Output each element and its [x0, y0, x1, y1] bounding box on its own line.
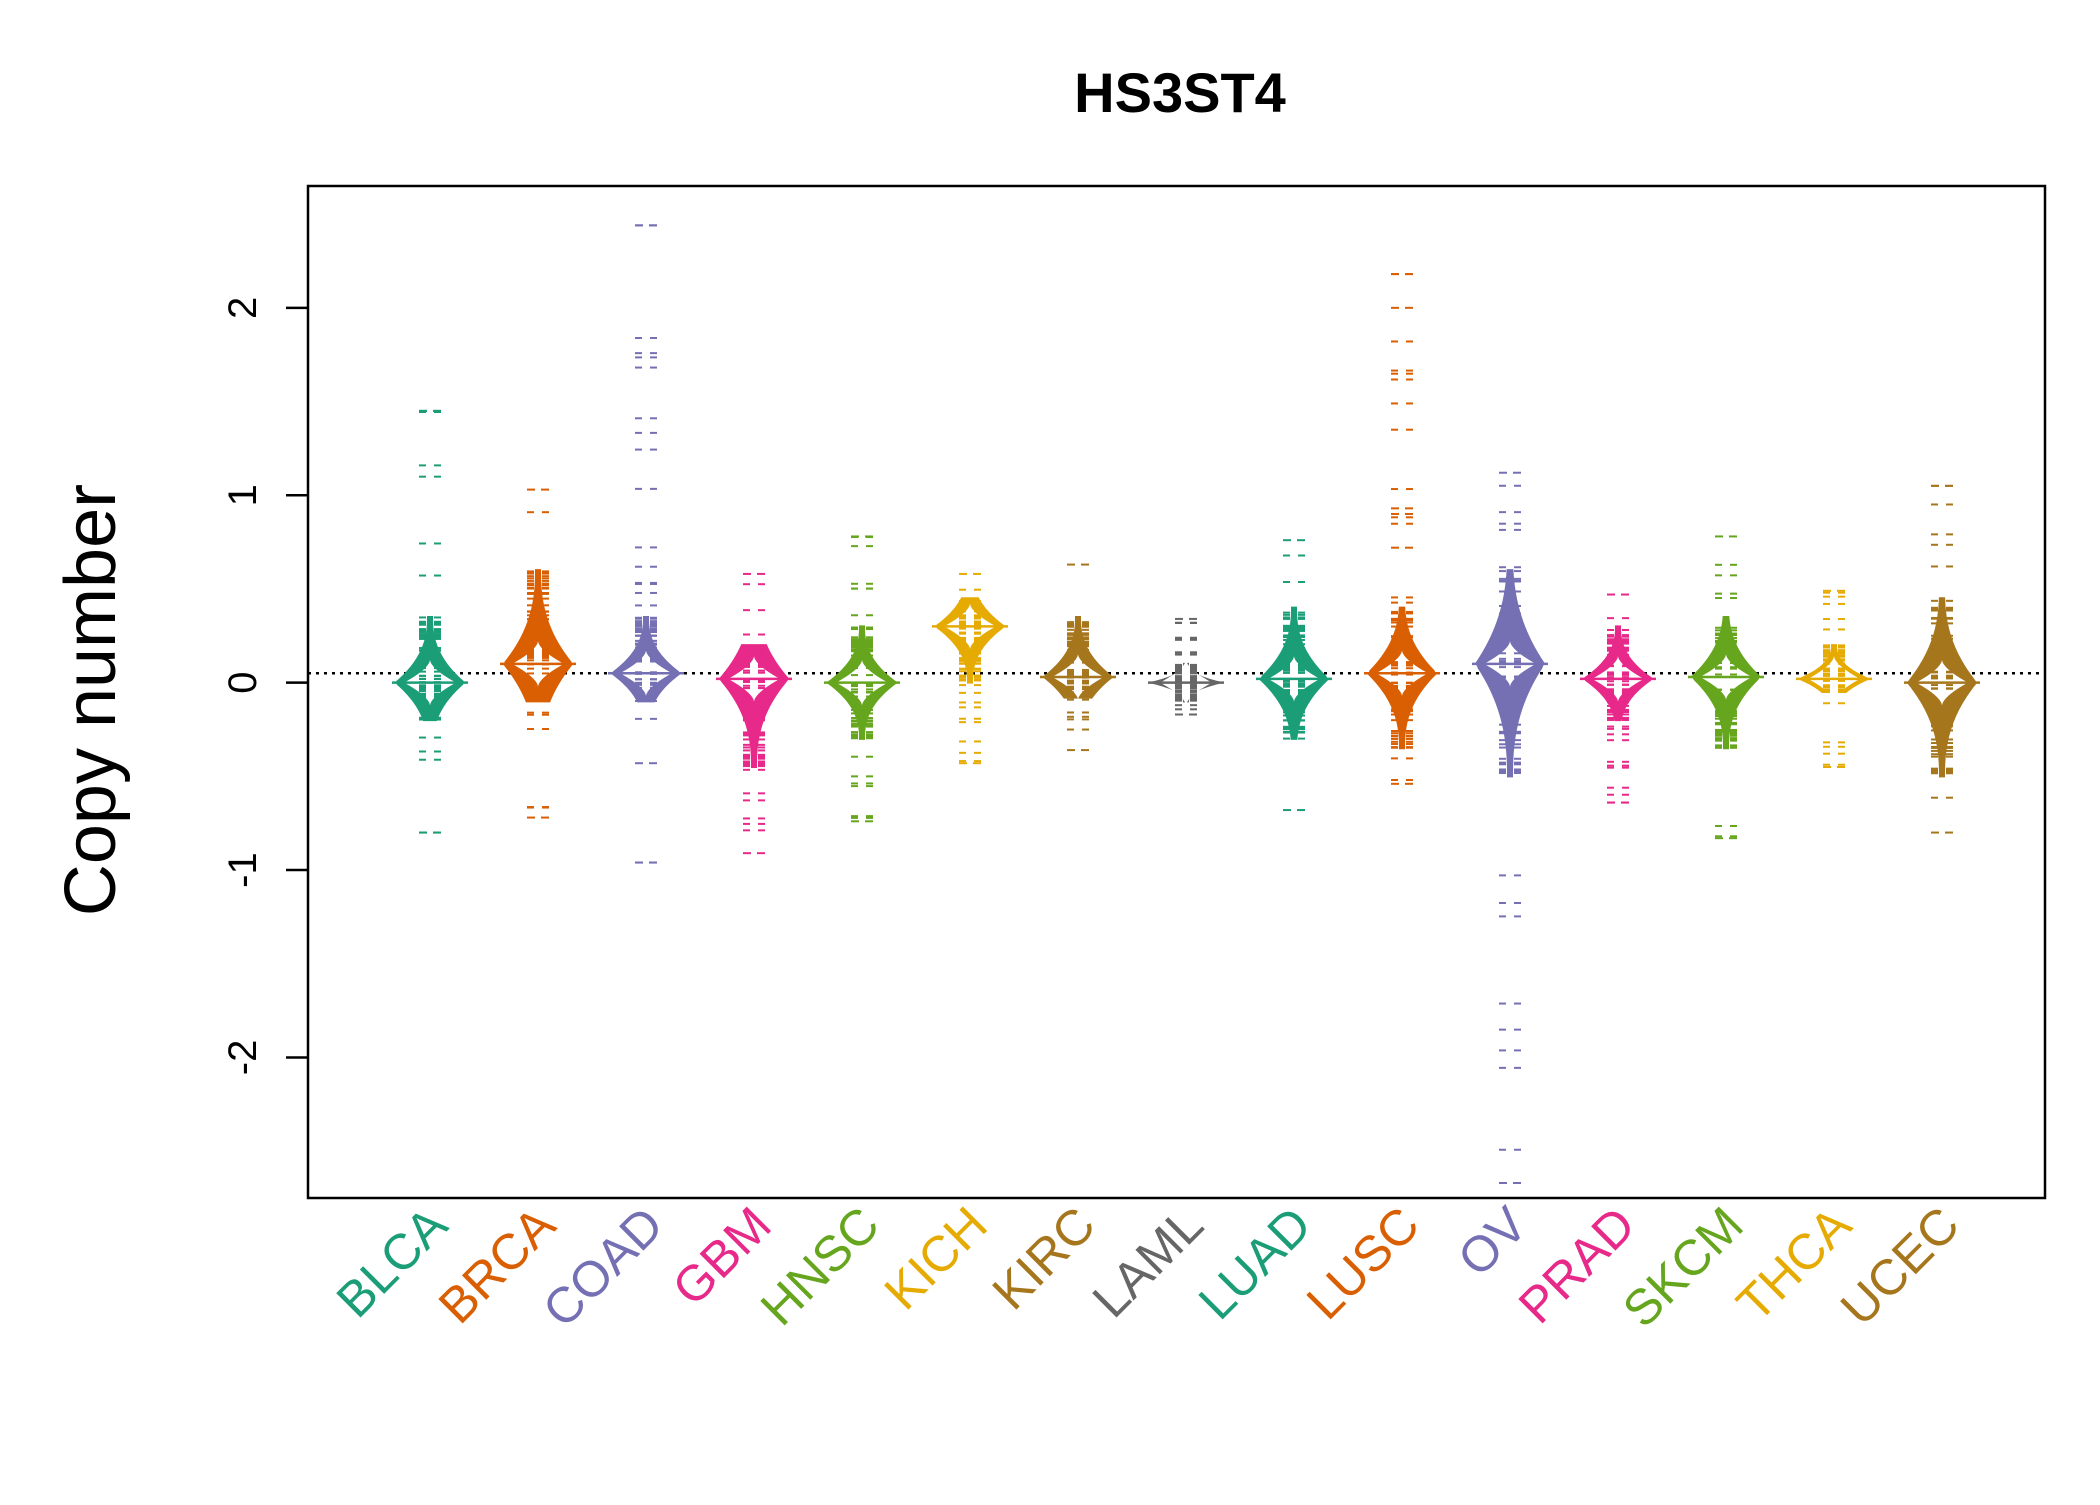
y-tick-label: 0	[221, 672, 265, 694]
y-tick-label: 1	[221, 484, 265, 506]
chart-title: HS3ST4	[1074, 61, 1286, 124]
y-tick-label: -1	[221, 852, 265, 888]
y-tick-label: -2	[221, 1040, 265, 1076]
plot-frame	[306, 184, 2047, 1200]
y-axis-label: Copy number	[51, 484, 131, 916]
y-tick-label: 2	[221, 297, 265, 319]
